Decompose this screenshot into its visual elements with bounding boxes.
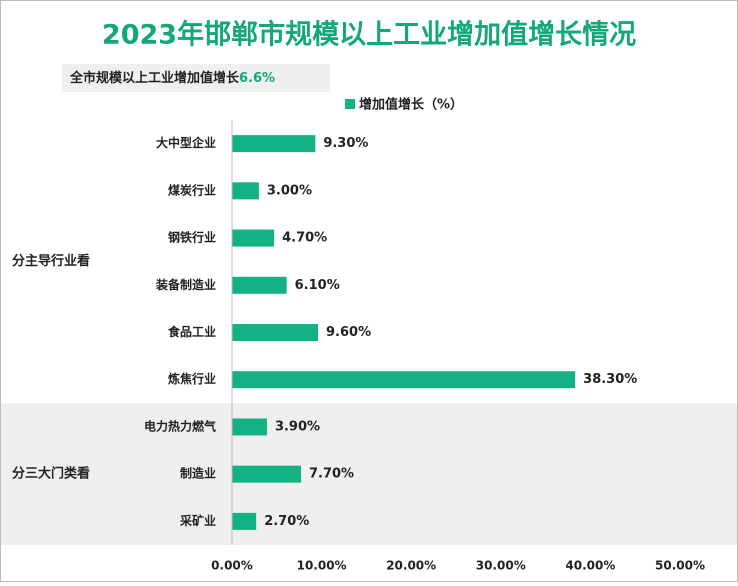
bar bbox=[232, 135, 316, 153]
data-label: 3.90% bbox=[275, 419, 320, 434]
bar bbox=[232, 418, 267, 436]
legend-label: 增加值增长（%） bbox=[359, 97, 463, 113]
x-tick-label: 30.00% bbox=[476, 559, 526, 573]
bar bbox=[232, 324, 319, 341]
bar bbox=[232, 182, 259, 200]
y-tick-label: 煤炭行业 bbox=[168, 182, 216, 197]
data-label: 9.60% bbox=[326, 325, 371, 340]
bar bbox=[232, 371, 576, 389]
y-tick-label: 大中型企业 bbox=[156, 135, 216, 150]
data-label: 7.70% bbox=[309, 467, 354, 482]
data-label: 9.30% bbox=[323, 136, 368, 151]
x-tick-label: 20.00% bbox=[386, 559, 436, 573]
y-tick-label: 食品工业 bbox=[167, 324, 216, 339]
annotation-value: 6.6% bbox=[239, 71, 275, 86]
y-tick-label: 炼焦行业 bbox=[168, 371, 216, 386]
x-tick-label: 10.00% bbox=[297, 559, 347, 573]
data-label: 4.70% bbox=[282, 231, 327, 246]
bar bbox=[232, 512, 257, 530]
bar bbox=[232, 465, 301, 483]
y-tick-label: 装备制造业 bbox=[155, 277, 216, 292]
x-tick-label: 50.00% bbox=[655, 559, 705, 573]
group-band bbox=[1, 403, 737, 545]
group-label: 分主导行业看 bbox=[12, 253, 90, 269]
y-tick-label: 钢铁行业 bbox=[168, 230, 216, 245]
x-tick-label: 40.00% bbox=[565, 559, 615, 573]
data-label: 6.10% bbox=[295, 278, 340, 293]
data-label: 2.70% bbox=[264, 514, 309, 529]
y-tick-label: 制造业 bbox=[180, 466, 216, 481]
annotation-text: 全市规模以上工业增加值增长 bbox=[69, 70, 240, 86]
data-label: 38.30% bbox=[583, 372, 637, 387]
legend-swatch bbox=[345, 99, 355, 109]
y-tick-label: 采矿业 bbox=[179, 513, 216, 528]
group-label: 分三大门类看 bbox=[12, 466, 90, 482]
annotation-box bbox=[62, 64, 330, 92]
y-tick-label: 电力热力燃气 bbox=[144, 418, 216, 433]
x-tick-label: 0.00% bbox=[211, 559, 253, 573]
bar bbox=[232, 276, 287, 294]
chart-title: 2023年邯郸市规模以上工业增加值增长情况 bbox=[102, 19, 636, 51]
annotation: 全市规模以上工业增加值增长6.6% bbox=[69, 70, 275, 86]
data-label: 3.00% bbox=[267, 183, 312, 198]
bar bbox=[232, 229, 275, 247]
